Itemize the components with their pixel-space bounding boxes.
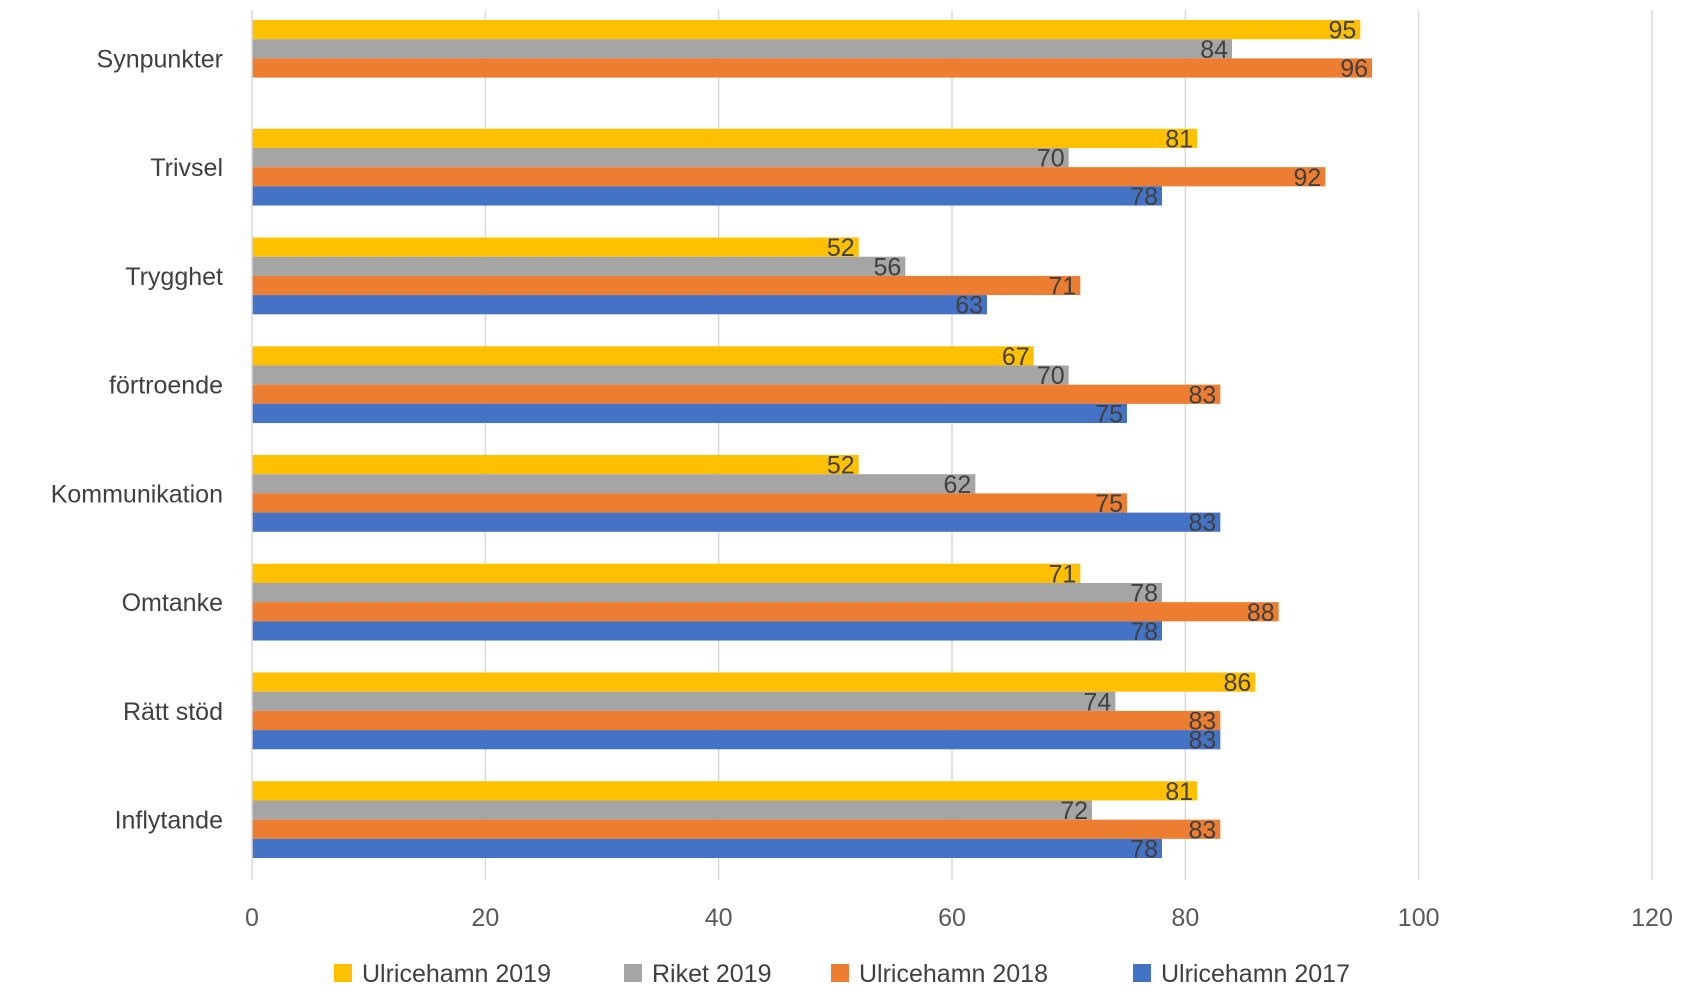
bar: [252, 346, 1034, 366]
bar: [252, 20, 1361, 40]
bar: [252, 295, 987, 315]
bar: [252, 800, 1092, 820]
data-label: 63: [955, 292, 983, 320]
data-label: 75: [1095, 400, 1123, 428]
category-label: Trivsel: [150, 154, 223, 182]
bar: [252, 275, 1081, 296]
legend-label: Riket 2019: [652, 960, 772, 988]
category-label: Omtanke: [122, 589, 223, 617]
data-label: 81: [1165, 778, 1193, 806]
x-tick-label: 40: [705, 904, 733, 932]
x-tick-label: 20: [471, 904, 499, 932]
bar: [252, 781, 1197, 801]
bar: [252, 563, 1081, 583]
data-label: 83: [1189, 816, 1217, 844]
data-label: 96: [1340, 55, 1368, 83]
bar: [252, 384, 1221, 404]
legend-label: Ulricehamn 2018: [859, 960, 1048, 988]
bar: [252, 256, 906, 276]
data-label: 83: [1189, 727, 1217, 755]
bar: [252, 39, 1232, 59]
x-tick-label: 60: [938, 904, 966, 932]
bar: [252, 128, 1197, 148]
legend-swatch: [334, 964, 352, 982]
bar: [252, 237, 859, 257]
bar: [252, 602, 1279, 622]
bar: [252, 365, 1069, 385]
legend-swatch: [831, 964, 849, 982]
bar: [252, 493, 1127, 513]
bar: [252, 186, 1162, 206]
category-label: Kommunikation: [51, 480, 223, 508]
data-label: 83: [1189, 509, 1217, 537]
legend-swatch: [624, 964, 642, 982]
bar: [252, 403, 1127, 424]
x-tick-label: 100: [1398, 904, 1440, 932]
data-label: 71: [1049, 273, 1077, 301]
category-label: Synpunkter: [97, 45, 223, 73]
data-label: 95: [1329, 17, 1357, 45]
data-label: 78: [1130, 618, 1158, 646]
bar: [252, 58, 1372, 78]
bar: [252, 819, 1221, 839]
data-label: 86: [1224, 669, 1252, 697]
legend-label: Ulricehamn 2019: [362, 960, 551, 988]
bar: [252, 512, 1221, 532]
x-tick-label: 80: [1171, 904, 1199, 932]
x-tick-label: 0: [245, 904, 259, 932]
bar: [252, 147, 1069, 168]
bar: [252, 582, 1162, 603]
legend-swatch: [1133, 964, 1151, 982]
data-label: 92: [1294, 164, 1322, 192]
legend-label: Ulricehamn 2017: [1161, 960, 1350, 988]
data-label: 78: [1130, 183, 1158, 211]
bar: [252, 621, 1162, 641]
bar: [252, 838, 1162, 859]
data-label: 81: [1165, 125, 1193, 153]
x-tick-label: 120: [1631, 904, 1673, 932]
category-label: Trygghet: [125, 263, 223, 291]
bar: [252, 474, 976, 494]
bar: [252, 455, 859, 475]
bar: [252, 167, 1326, 187]
data-label: 83: [1189, 381, 1217, 409]
category-label: Rätt stöd: [123, 698, 223, 726]
category-label: förtroende: [109, 372, 223, 400]
data-label: 78: [1130, 835, 1158, 863]
bar: [252, 730, 1221, 750]
data-label: 88: [1247, 599, 1275, 627]
bar: [252, 672, 1256, 692]
category-label: Inflytande: [115, 807, 223, 835]
bar: [252, 691, 1116, 711]
bar: [252, 710, 1221, 731]
